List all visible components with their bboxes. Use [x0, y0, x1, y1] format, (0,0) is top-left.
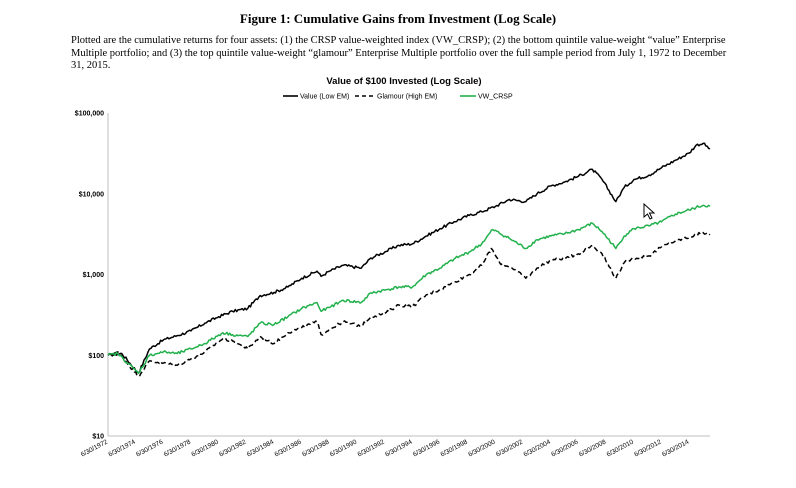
y-ticks: $10 $100 $1,000 $10,000 $100,000 — [75, 111, 104, 441]
x-tick-label: 6/30/2010 — [606, 438, 635, 458]
x-tick-label: 6/30/1982 — [218, 438, 247, 458]
x-ticks: 6/30/19726/30/19746/30/19766/30/19786/30… — [80, 438, 691, 458]
x-tick-label: 6/30/1990 — [329, 438, 358, 458]
x-tick-label: 6/30/1976 — [135, 438, 164, 458]
legend-label-vwcrsp: VW_CRSP — [478, 94, 513, 101]
x-tick-label: 6/30/1984 — [246, 438, 275, 458]
legend: Value (Low EM) Glamour (High EM) VW_CRSP — [283, 94, 513, 101]
y-tick-label: $100,000 — [75, 111, 104, 118]
figure-title: Figure 1: Cumulative Gains from Investme… — [239, 11, 557, 26]
x-tick-label: 6/30/2004 — [523, 438, 552, 458]
x-tick-label: 6/30/2000 — [467, 438, 496, 458]
mouse-cursor-icon — [643, 202, 656, 220]
x-tick-label: 6/30/1998 — [440, 438, 469, 458]
legend-label-value: Value (Low EM) — [300, 94, 349, 101]
x-tick-label: 6/30/1974 — [107, 438, 136, 458]
series-line-glamour-high-em — [107, 231, 711, 377]
y-tick-label: $10,000 — [79, 191, 104, 198]
x-tick-label: 6/30/1988 — [301, 438, 330, 458]
x-tick-label: 6/30/2014 — [661, 438, 690, 458]
x-tick-label: 6/30/1986 — [273, 438, 302, 458]
x-tick-label: 6/30/1980 — [190, 438, 219, 458]
chart-title: Value of $100 Invested (Log Scale) — [326, 76, 481, 87]
x-tick-label: 6/30/2006 — [550, 438, 579, 458]
series-line-value-low-em — [107, 142, 711, 374]
x-tick-label: 6/30/1992 — [357, 438, 386, 458]
y-tick-label: $1,000 — [83, 272, 105, 279]
series-line-vw-crsp — [107, 204, 711, 374]
series-lines — [107, 142, 711, 377]
figure-caption: Plotted are the cumulative returns for f… — [71, 35, 727, 71]
x-tick-label: 6/30/1972 — [80, 438, 109, 458]
x-tick-label: 6/30/1978 — [163, 438, 192, 458]
legend-label-glamour: Glamour (High EM) — [377, 94, 437, 101]
x-tick-label: 6/30/1994 — [384, 438, 413, 458]
y-tick-label: $10 — [92, 434, 104, 441]
x-tick-label: 6/30/2008 — [578, 438, 607, 458]
x-tick-label: 6/30/1996 — [412, 438, 441, 458]
x-tick-label: 6/30/2002 — [495, 438, 524, 458]
y-tick-label: $100 — [88, 353, 104, 360]
x-tick-label: 6/30/2012 — [633, 438, 662, 458]
